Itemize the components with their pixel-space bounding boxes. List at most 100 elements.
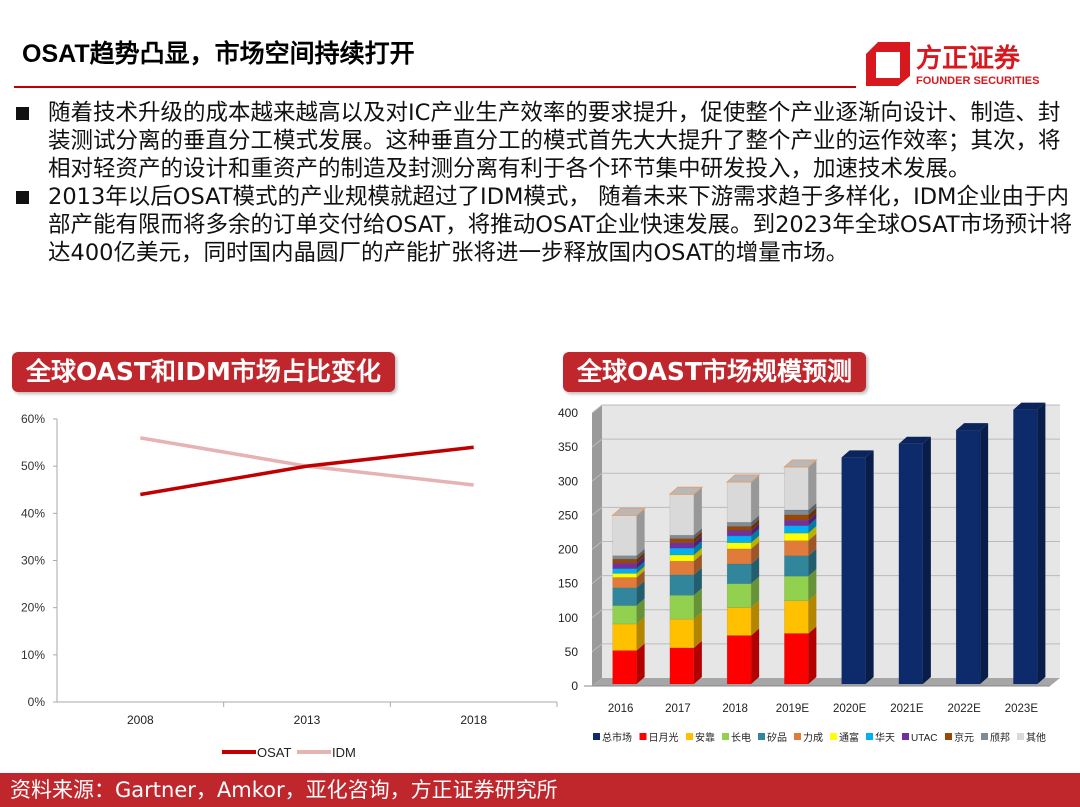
bar-segment-side	[636, 566, 645, 578]
y-tick-label: 300	[558, 474, 578, 488]
bar-segment-side	[693, 548, 702, 562]
bar-segment	[669, 560, 695, 576]
legend-swatch	[1017, 733, 1024, 740]
bar-top	[898, 436, 931, 444]
bar-segment-side	[922, 436, 931, 684]
bar-segment	[669, 554, 695, 562]
bar-segment	[669, 595, 695, 620]
x-tick-label: 2018	[460, 713, 487, 727]
bar-segment	[784, 600, 809, 634]
bar-segment	[669, 538, 695, 543]
gridline	[591, 404, 1060, 414]
legend-label: 日月光	[649, 731, 679, 744]
source-footer: 资料来源：Gartner，Amkor，亚化咨询，方正证券研究所	[0, 773, 1080, 807]
bar-segment	[612, 587, 637, 606]
bar-segment-side	[808, 513, 817, 526]
bar-segment-side	[808, 548, 817, 577]
bar-segment	[1013, 409, 1038, 685]
section-header-left: 全球OAST和IDM市场占比变化	[12, 352, 395, 392]
bar-segment-side	[693, 487, 702, 536]
bullet-square-icon	[16, 191, 29, 204]
bar-segment	[669, 547, 695, 556]
bar-segment	[784, 633, 809, 685]
bar-segment	[726, 548, 752, 565]
chart-floor	[592, 678, 1060, 686]
bar-segment-side	[636, 643, 645, 684]
legend-swatch	[758, 733, 765, 740]
bullet-item: 2013年以后OSAT模式的产业规模就超过了IDM模式， 随着未来下游需求趋于多…	[14, 183, 1074, 267]
y-tick-label: 20%	[21, 601, 45, 615]
legend-label: 长电	[731, 731, 751, 744]
legend-swatch	[945, 733, 952, 740]
bar-segment	[784, 519, 809, 526]
bar-segment-side	[751, 541, 760, 564]
y-tick-label: 50%	[21, 459, 45, 473]
bar-segment	[726, 521, 752, 527]
legend-label: 安靠	[695, 731, 715, 744]
founder-securities-logo: 方正证券 FOUNDER SECURITIES	[864, 36, 1054, 90]
bar-segment-side	[693, 640, 702, 684]
bar-segment-side	[808, 569, 817, 601]
x-tick-label: 2021E	[890, 703, 924, 715]
y-tick-label: 50	[565, 645, 579, 659]
legend-swatch	[902, 733, 909, 740]
legend-label: 总市场	[602, 731, 632, 744]
bar-segment	[726, 563, 752, 584]
bar-chart: 0 50 100 150 200 250 300 350 400 2016 2017 2018 2019…	[558, 402, 1060, 744]
bar-segment	[669, 618, 695, 649]
bar-segment	[784, 525, 809, 534]
bar-segment	[612, 573, 637, 578]
bar-segment	[612, 577, 637, 589]
bar-segment-side	[808, 593, 817, 634]
bar-segment	[612, 623, 637, 651]
x-tick-label: 2022E	[947, 703, 981, 715]
x-tick-label: 2013	[294, 713, 321, 727]
legend-swatch	[830, 733, 837, 740]
bar-segment-side	[808, 526, 817, 541]
bar-segment	[726, 530, 752, 537]
bullet-text: 2013年以后OSAT模式的产业规模就超过了IDM模式， 随着未来下游需求趋于多…	[48, 184, 1073, 266]
legend-label: IDM	[332, 745, 356, 760]
bar-segment	[669, 647, 695, 685]
bar-segment	[726, 635, 752, 685]
bar-segment-side	[693, 531, 702, 543]
y-tick-label: 30%	[21, 554, 45, 568]
bar-segment	[784, 532, 809, 541]
bar-segment-side	[693, 588, 702, 620]
bar-segment-side	[636, 556, 645, 569]
bar-segment-side	[693, 612, 702, 648]
bar-segment-side	[751, 576, 760, 608]
legend-swatch	[639, 733, 647, 740]
bar-segment-side	[693, 554, 702, 575]
bar-segment-side	[1037, 402, 1046, 684]
y-tick-label: 0%	[28, 695, 46, 709]
legend-swatch	[866, 733, 873, 740]
y-tick-label: 0	[571, 679, 578, 693]
bar-segment-side	[636, 598, 645, 624]
bar-segment-side	[751, 474, 760, 523]
bar-segment	[612, 562, 637, 569]
page-title: OSAT趋势凸显，市场空间持续打开	[22, 40, 415, 68]
y-tick-label: 100	[558, 611, 578, 625]
bar-segment	[612, 568, 637, 574]
bar-segment-side	[636, 616, 645, 651]
legend-swatch	[794, 733, 801, 740]
y-tick-label: 60%	[21, 412, 45, 426]
bar-segment-side	[865, 450, 874, 684]
legend-label: 力成	[803, 731, 823, 744]
bar-segment-side	[808, 507, 817, 521]
y-tick-label: 10%	[21, 648, 45, 662]
bar-segment-side	[636, 548, 645, 560]
legend-label: 矽品	[767, 731, 787, 744]
bar-segment-side	[693, 541, 702, 556]
y-tick-label: 400	[558, 406, 578, 420]
bar-segment	[612, 558, 637, 564]
legend-label: 京元	[954, 731, 974, 744]
x-tick-label: 2018	[722, 703, 748, 715]
bar-segment	[612, 515, 637, 556]
bar-segment-side	[808, 502, 817, 515]
bar-segment-side	[751, 523, 760, 536]
legend-label: UTAC	[911, 733, 937, 744]
legend-label: 颀邦	[990, 731, 1010, 744]
legend-label: 通富	[839, 731, 859, 744]
